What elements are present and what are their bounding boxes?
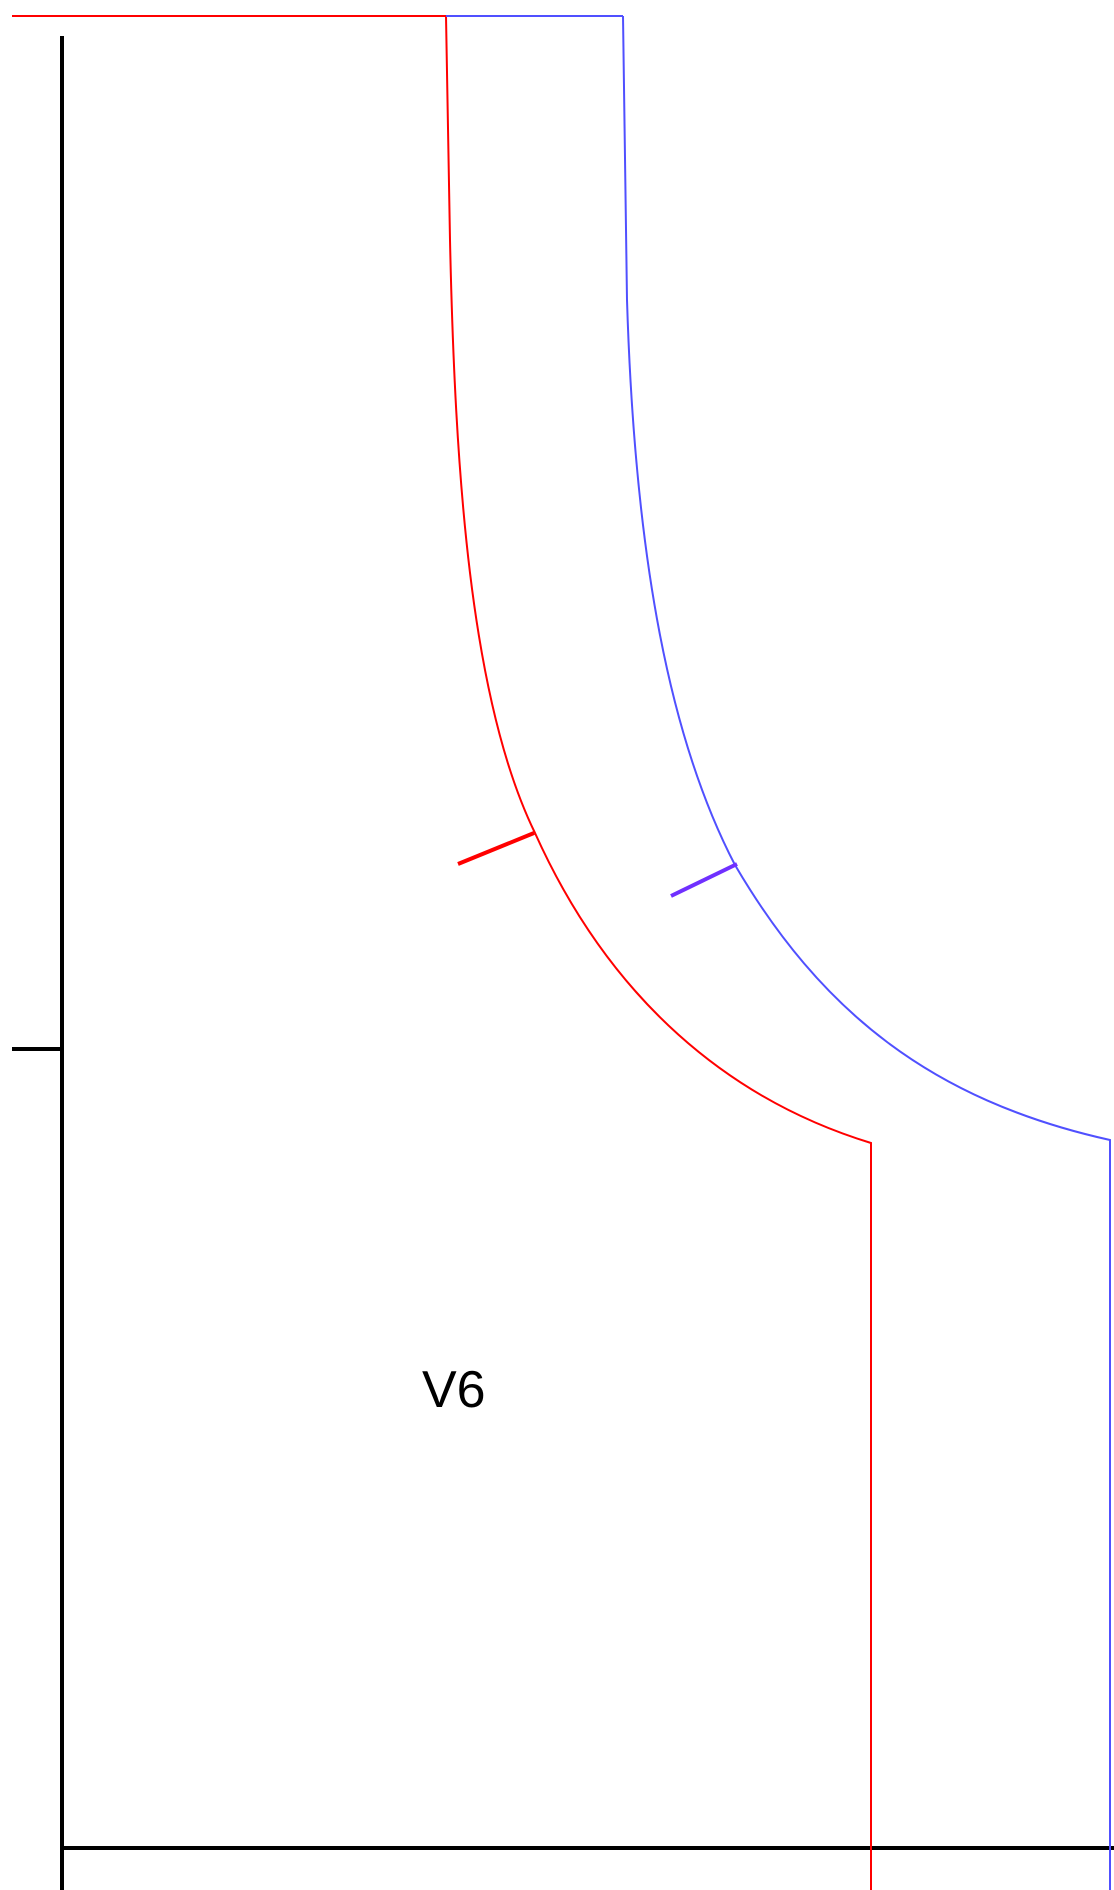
red-notch-mark [457,831,535,866]
piece-label: V6 [422,1361,486,1419]
purple-notch-mark [670,862,738,898]
blue-curve-outline [622,15,1111,1890]
red-curve-outline [445,15,872,1890]
